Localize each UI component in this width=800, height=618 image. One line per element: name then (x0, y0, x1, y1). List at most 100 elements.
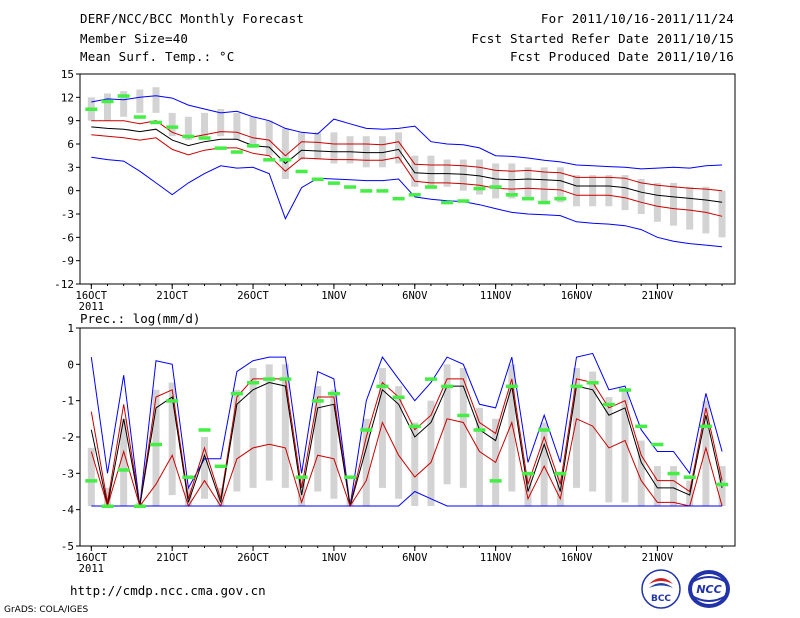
prec-observed-marker (716, 482, 729, 487)
prec-member-box (605, 397, 613, 503)
temp-observed-marker (117, 94, 130, 98)
temp-y-tick-label: -6 (61, 231, 74, 244)
prec-member-box (475, 407, 483, 507)
prec-x-year-label: 2011 (79, 563, 104, 575)
prec-member-box (265, 364, 273, 481)
temp-y-tick-label: -12 (54, 278, 74, 291)
temp-observed-marker (392, 196, 405, 201)
temp-member-box (524, 167, 532, 199)
variable-label: Mean Surf. Temp.: °C (80, 49, 235, 64)
prec-member-box (670, 466, 678, 507)
prec-x-tick-label: 6NOV (402, 552, 428, 564)
temp-member-box (637, 179, 645, 214)
temp-panel: -12 -9 -6 -3 0 3 6 9 12 15 16OCT 21OCT 26OCT 1NOV 6NOV… (54, 68, 736, 313)
temp-observed-marker (85, 107, 98, 111)
prec-x-tick-label: 26OCT (237, 552, 269, 564)
ncc-logo-text: NCC (696, 583, 721, 596)
temp-observed-marker (554, 196, 567, 201)
temp-member-box (120, 91, 128, 117)
temp-observed-marker (424, 185, 437, 189)
prec-observed-marker (489, 479, 502, 483)
temp-member-box (395, 132, 403, 164)
temp-y-tick-label: 0 (67, 185, 74, 198)
prec-observed-marker (327, 391, 340, 396)
prec-observed-marker (619, 388, 632, 392)
prec-member-box (330, 389, 338, 499)
prec-member-box (233, 389, 241, 492)
temp-observed-marker (538, 200, 551, 205)
temp-observed-marker (311, 177, 324, 181)
source-url[interactable]: http://cmdp.ncc.cma.gov.cn (70, 583, 266, 598)
temp-member-box (346, 136, 354, 164)
prec-observed-marker (586, 381, 599, 385)
prec-member-box (395, 386, 403, 499)
temp-member-box (249, 116, 257, 148)
temp-observed-marker (457, 199, 470, 203)
temp-y-tick-label: -9 (61, 255, 74, 268)
temp-member-box (589, 175, 597, 207)
prec-member-box (201, 437, 209, 499)
prec-observed-marker (554, 471, 567, 476)
temp-x-tick-label: 11NOV (480, 290, 512, 302)
temp-observed-marker (505, 193, 518, 197)
prec-observed-marker (295, 475, 308, 479)
temp-member-box (653, 182, 661, 222)
prec-observed-marker (538, 428, 551, 432)
prec-q25-line (90, 418, 723, 508)
temp-member-box (427, 155, 435, 187)
prec-q75-line (90, 378, 723, 507)
temp-observed-marker (344, 185, 357, 189)
fcst-started-date: Fcst Started Refer Date 2011/10/15 (471, 31, 734, 46)
temp-y-tick-label: 3 (67, 161, 74, 174)
temp-x-tick-label: 26OCT (237, 290, 269, 302)
temp-median-line (91, 126, 723, 203)
temp-observed-marker (473, 186, 486, 191)
prec-observed-marker (133, 504, 146, 509)
prec-observed-marker (473, 428, 486, 432)
temp-member-box (702, 186, 710, 234)
prec-member-box (152, 389, 160, 507)
prec-observed-marker (441, 384, 454, 389)
prec-observed-marker (311, 399, 324, 403)
temp-x-tick-label: 21OCT (156, 290, 188, 302)
temp-observed-marker (230, 150, 243, 154)
prec-y-tick-label: 1 (67, 322, 74, 335)
prec-observed-marker (344, 475, 357, 479)
temp-member-box (184, 116, 192, 141)
prec-member-box (573, 367, 581, 488)
temp-min-line (91, 156, 723, 248)
temp-observed-marker (295, 169, 308, 174)
bcc-logo-text: BCC (651, 594, 671, 604)
prec-min-line (91, 490, 723, 507)
prec-observed-marker (117, 468, 130, 472)
prec-observed-marker (214, 464, 227, 469)
temp-q75-line (91, 120, 723, 192)
temp-member-box (136, 89, 144, 113)
temp-observed-marker (376, 189, 389, 193)
prec-member-box (589, 371, 597, 492)
prec-median-line (90, 381, 723, 507)
prec-y-tick-label: -2 (61, 431, 74, 444)
temp-observed-marker (247, 144, 260, 148)
temp-observed-marker (263, 158, 276, 162)
prec-member-box (281, 364, 289, 488)
prec-observed-marker (602, 402, 615, 407)
temp-observed-marker (489, 185, 502, 189)
temp-observed-marker (101, 99, 114, 104)
grads-credit: GrADS: COLA/IGES (4, 605, 89, 615)
prec-y-tick-label: -5 (61, 540, 74, 553)
prec-observed-marker (521, 471, 534, 476)
prec-observed-marker (570, 384, 583, 389)
prec-member-box (637, 440, 645, 507)
temp-member-box (330, 132, 338, 164)
prec-member-box (540, 422, 548, 507)
prec-x-tick-label: 16NOV (561, 552, 593, 564)
prec-member-box (103, 487, 111, 507)
prec-member-box (459, 367, 467, 488)
temp-member-box (670, 182, 678, 226)
prec-y-tick-label: -4 (61, 504, 75, 517)
temp-member-box (475, 159, 483, 195)
prec-member-box (443, 364, 451, 485)
prec-member-box (120, 418, 128, 507)
temp-x-year-label: 2011 (79, 301, 104, 313)
